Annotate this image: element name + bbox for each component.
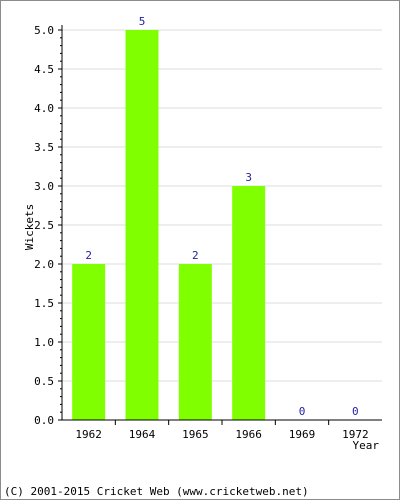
data-label-1966: 3 bbox=[245, 171, 252, 184]
x-tick-label-1965: 1965 bbox=[182, 428, 209, 441]
y-tick-label: 5.0 bbox=[34, 24, 54, 37]
y-tick-label: 0.5 bbox=[34, 375, 54, 388]
y-tick-label: 0.0 bbox=[34, 414, 54, 427]
labels: 0.0 0.5 1.0 1.5 2.0 2.5 3.0 3.5 4.0 4.5 5.0 2 1962 5 1… bbox=[34, 15, 368, 441]
gridlines bbox=[62, 29, 382, 382]
bar-1962 bbox=[72, 264, 106, 420]
bar-1965 bbox=[178, 264, 212, 420]
y-tick-label: 1.0 bbox=[34, 336, 54, 349]
data-label-1964: 5 bbox=[139, 15, 146, 28]
y-tick-label: 2.5 bbox=[34, 219, 54, 232]
x-tick-label-1964: 1964 bbox=[129, 428, 156, 441]
x-axis-label: Year bbox=[353, 439, 380, 452]
bars bbox=[72, 30, 266, 420]
y-axis-label: Wickets bbox=[23, 204, 36, 250]
axes bbox=[58, 25, 382, 425]
x-tick-label-1962: 1962 bbox=[75, 428, 102, 441]
x-tick-label-1969: 1969 bbox=[289, 428, 316, 441]
data-label-1972: 0 bbox=[352, 405, 359, 418]
x-tick-label-1966: 1966 bbox=[235, 428, 262, 441]
y-tick-label: 3.5 bbox=[34, 141, 54, 154]
bar-1966 bbox=[232, 186, 266, 420]
data-label-1965: 2 bbox=[192, 249, 199, 262]
data-label-1969: 0 bbox=[299, 405, 306, 418]
copyright-footer: (C) 2001-2015 Cricket Web (www.cricketwe… bbox=[4, 485, 309, 498]
y-tick-label: 1.5 bbox=[34, 297, 54, 310]
bar-1964 bbox=[125, 30, 159, 420]
y-tick-label: 4.5 bbox=[34, 63, 54, 76]
x-tick-label-1972: 1972 bbox=[342, 428, 369, 441]
data-label-1962: 2 bbox=[85, 249, 92, 262]
y-tick-label: 3.0 bbox=[34, 180, 54, 193]
y-tick-label: 2.0 bbox=[34, 258, 54, 271]
y-tick-label: 4.0 bbox=[34, 102, 54, 115]
